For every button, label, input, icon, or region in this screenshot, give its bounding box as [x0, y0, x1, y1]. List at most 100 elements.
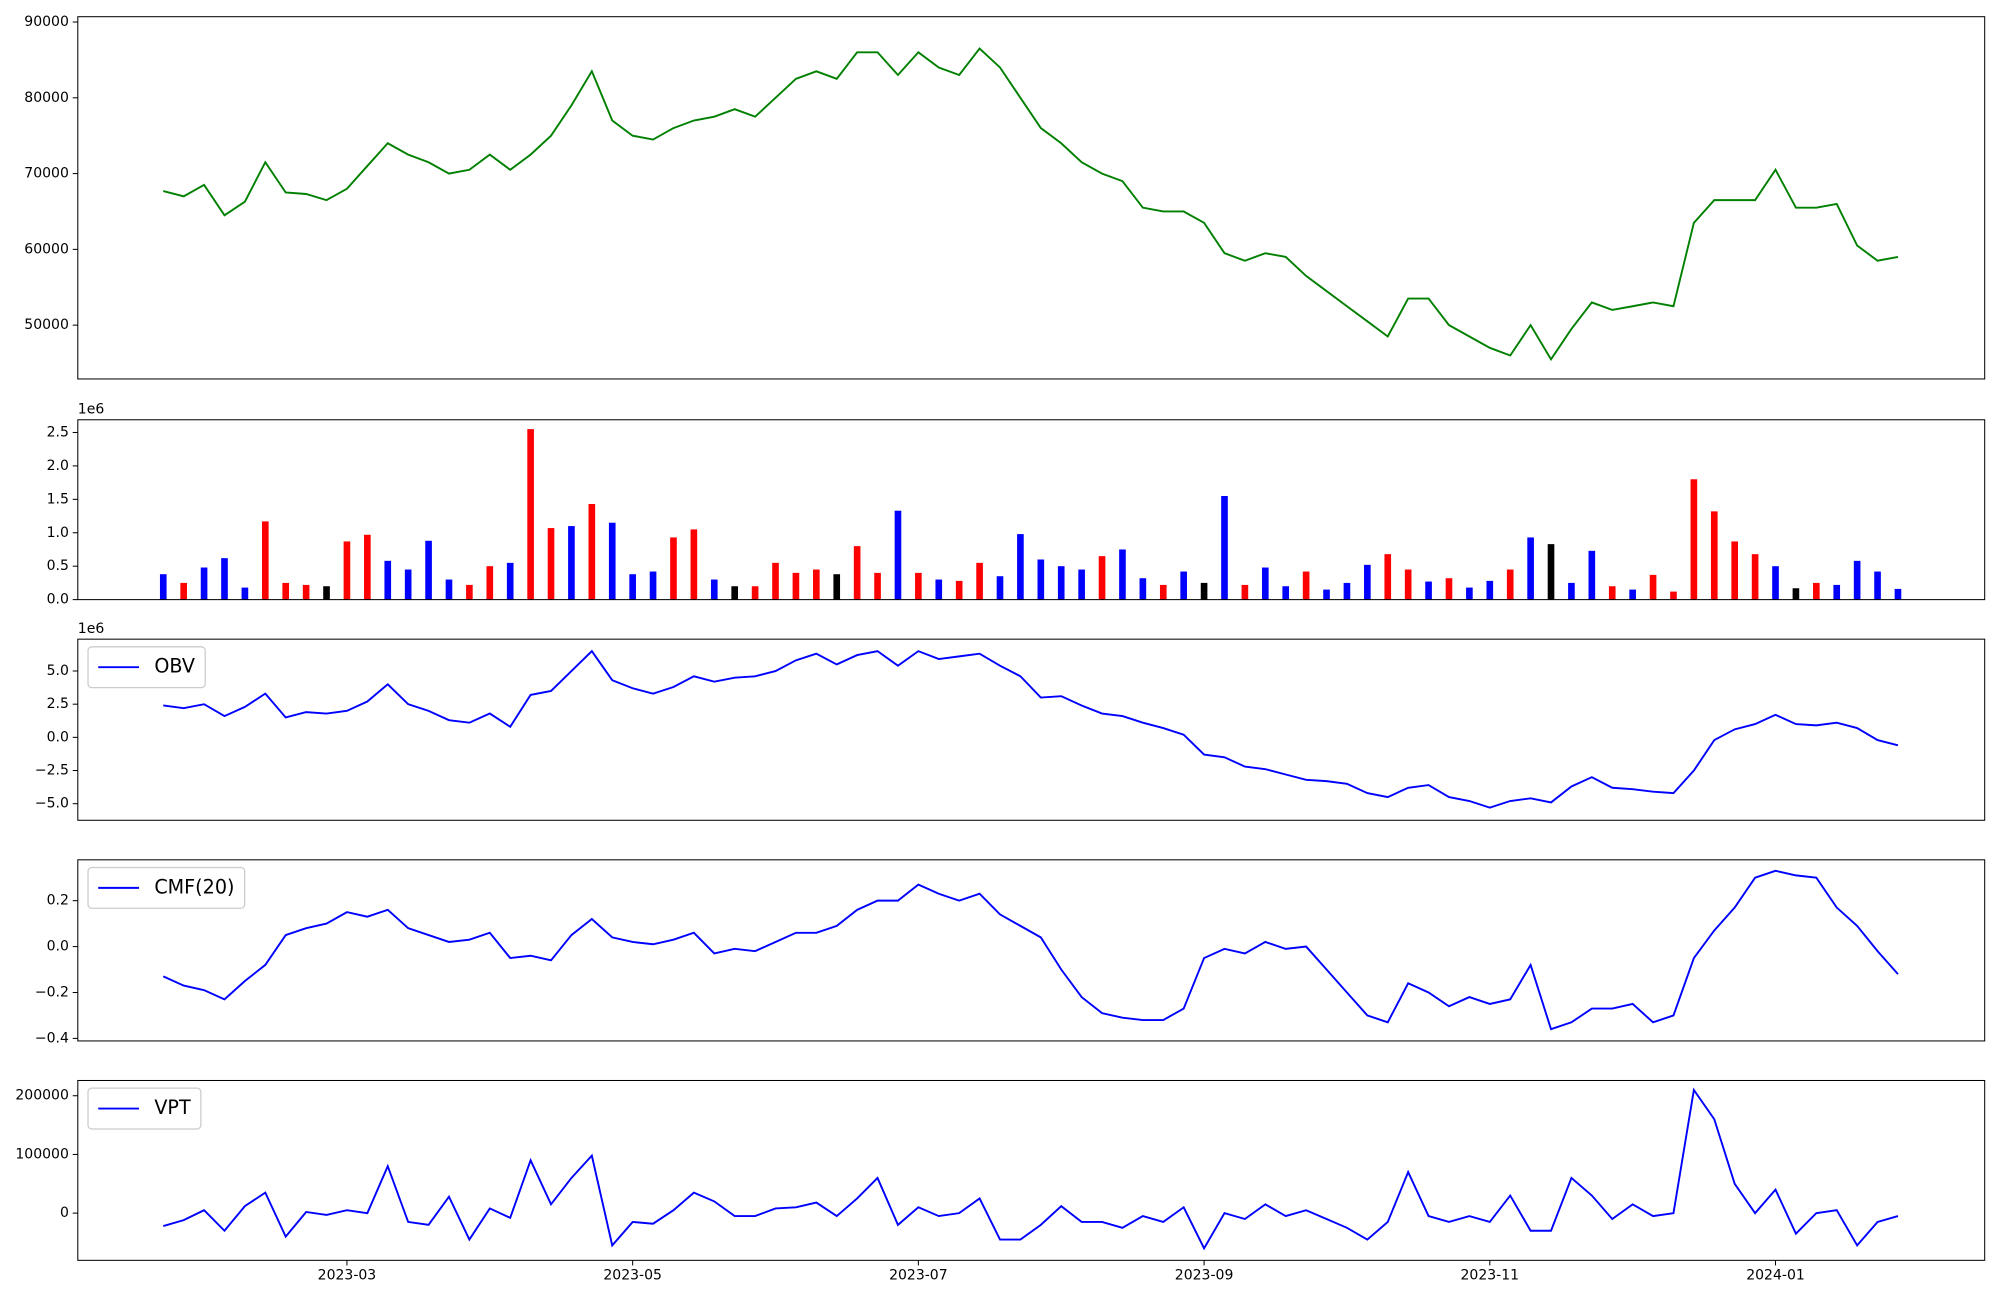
- bar: [731, 586, 739, 600]
- bar: [547, 528, 555, 600]
- bar: [1710, 511, 1718, 600]
- legend: CMF(20): [87, 866, 246, 909]
- y-tick-label: 0.0: [47, 939, 69, 955]
- bar: [1813, 582, 1820, 600]
- bar: [241, 587, 249, 600]
- bar: [1731, 541, 1739, 600]
- bar: [1343, 582, 1351, 600]
- y-tick-label: 50000: [24, 317, 69, 333]
- bar: [1425, 581, 1432, 600]
- bar: [445, 579, 453, 600]
- bar: [1404, 569, 1412, 600]
- bar: [833, 574, 841, 600]
- y-tick-label: −0.2: [35, 985, 69, 1001]
- bar: [1466, 587, 1473, 600]
- legend-label: VPT: [154, 1096, 191, 1119]
- y-tick-label: 200000: [15, 1088, 69, 1104]
- legend-label: CMF(20): [154, 875, 234, 898]
- x-tick-label: 2023-11: [1461, 1268, 1520, 1284]
- x-tick-label: 2023-09: [1175, 1268, 1234, 1284]
- bar: [1037, 559, 1045, 600]
- bar: [792, 572, 800, 600]
- offset-label: 1e6: [78, 402, 105, 418]
- bar: [1221, 495, 1228, 600]
- line: [162, 869, 1899, 1031]
- bar: [935, 579, 943, 600]
- bar: [1098, 556, 1106, 600]
- y-tick-label: 80000: [24, 90, 69, 106]
- y-tick-label: −5.0: [35, 796, 69, 812]
- y-tick-label: 0: [60, 1205, 69, 1221]
- bar: [1833, 584, 1841, 600]
- y-tick-label: 0.5: [47, 558, 69, 574]
- bar: [568, 526, 575, 600]
- bar: [1159, 584, 1167, 600]
- axes-frame: [77, 859, 1986, 1042]
- x-tick-label: 2024-01: [1746, 1268, 1805, 1284]
- bar: [996, 576, 1004, 600]
- bar: [1568, 582, 1575, 600]
- bar: [466, 584, 473, 600]
- y-tick-label: 0.0: [47, 592, 69, 608]
- bar: [1894, 588, 1902, 600]
- bar: [1486, 580, 1494, 600]
- line: [163, 649, 1899, 809]
- y-tick-label: 2.5: [47, 424, 69, 440]
- line: [163, 47, 1899, 362]
- bar: [200, 567, 208, 600]
- y-tick-label: 70000: [24, 166, 69, 182]
- y-tick-label: 1.0: [47, 525, 69, 541]
- bar: [710, 579, 718, 600]
- bar: [915, 572, 922, 600]
- y-tick-label: 2.5: [47, 696, 69, 712]
- bar: [1506, 569, 1514, 600]
- bar: [527, 429, 534, 600]
- bar: [364, 534, 371, 600]
- bar: [1649, 574, 1657, 600]
- bar: [506, 562, 514, 600]
- bar: [1302, 571, 1310, 600]
- bar: [261, 521, 269, 600]
- bar: [1200, 582, 1208, 600]
- bar: [1629, 589, 1636, 600]
- bar: [1527, 537, 1534, 600]
- legend-box: [87, 646, 206, 689]
- legend-box: [87, 866, 246, 909]
- y-tick-label: 0.0: [47, 729, 69, 745]
- axes-frame: [77, 16, 1986, 380]
- y-tick-label: 100000: [15, 1146, 69, 1162]
- bar: [894, 510, 902, 600]
- x-tick-label: 2023-05: [603, 1268, 662, 1284]
- bar: [1670, 591, 1677, 600]
- y-tick-label: 2.0: [47, 458, 69, 474]
- axes-frame: [77, 638, 1986, 821]
- axes-frame: [77, 1079, 1986, 1261]
- bar: [690, 529, 698, 600]
- bar: [1853, 560, 1861, 600]
- bar: [874, 572, 881, 600]
- bar: [588, 504, 596, 600]
- bar: [1180, 571, 1187, 600]
- bar: [1323, 589, 1330, 600]
- offset-label: 1e6: [78, 621, 105, 637]
- bar: [1384, 554, 1392, 600]
- bar: [1364, 564, 1371, 600]
- y-tick-label: 90000: [24, 14, 69, 30]
- bar: [404, 569, 412, 600]
- bar: [649, 571, 657, 600]
- legend: OBV: [87, 646, 206, 689]
- bar: [670, 537, 677, 600]
- y-tick-label: −2.5: [35, 763, 69, 779]
- bar: [486, 566, 494, 600]
- bar: [1588, 550, 1596, 600]
- bar: [343, 541, 351, 600]
- bar: [1057, 566, 1065, 600]
- bar: [282, 582, 290, 600]
- bar: [772, 562, 779, 600]
- bar: [302, 584, 310, 600]
- bar: [159, 574, 167, 600]
- x-tick-label: 2023-07: [889, 1268, 948, 1284]
- y-tick-label: 5.0: [47, 663, 69, 679]
- bar: [608, 522, 616, 600]
